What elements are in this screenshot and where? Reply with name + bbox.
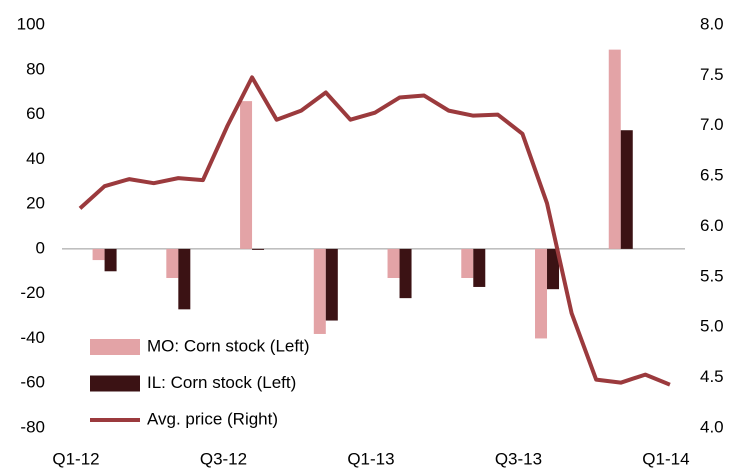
y-tick-label: -40 — [20, 328, 45, 347]
bar — [620, 130, 633, 249]
y-tick-label: -20 — [20, 283, 45, 302]
bar — [325, 248, 338, 321]
y2-tick-label: 7.5 — [700, 65, 724, 84]
bar — [252, 248, 265, 250]
y2-tick-label: 6.5 — [700, 166, 724, 185]
bar — [461, 248, 474, 278]
legend-swatch — [90, 375, 140, 392]
legend-label: MO: Corn stock (Left) — [147, 336, 309, 355]
bar — [313, 248, 326, 334]
bar — [399, 248, 412, 299]
price-line — [78, 75, 671, 387]
x-tick-label: Q1-13 — [347, 449, 394, 468]
y2-tick-label: 4.5 — [700, 367, 724, 386]
y2-tick-label: 5.5 — [700, 266, 724, 285]
y-tick-label: 60 — [26, 104, 45, 123]
y-tick-label: 80 — [26, 59, 45, 78]
bar — [547, 248, 560, 290]
y-tick-label: -80 — [20, 417, 45, 436]
bar — [240, 101, 253, 249]
bar — [535, 248, 548, 339]
legend-label: Avg. price (Right) — [147, 409, 278, 428]
y2-tick-label: 5.0 — [700, 317, 724, 336]
y-tick-label: 100 — [17, 14, 45, 33]
bar — [178, 248, 191, 310]
legend-swatch — [90, 339, 140, 355]
bar — [387, 248, 400, 278]
x-tick-label: Q1-14 — [642, 449, 689, 468]
bar — [166, 248, 179, 278]
x-tick-label: Q1-12 — [52, 449, 99, 468]
y-tick-label: 20 — [26, 194, 45, 213]
x-tick-label: Q3-12 — [200, 449, 247, 468]
bar — [608, 49, 621, 249]
bar — [473, 248, 486, 287]
legend-label: IL: Corn stock (Left) — [147, 373, 296, 392]
y2-tick-label: 6.0 — [700, 216, 724, 235]
y2-tick-label: 7.0 — [700, 115, 724, 134]
bar — [104, 248, 117, 272]
bar — [92, 248, 105, 261]
x-tick-label: Q3-13 — [495, 449, 542, 468]
y2-tick-label: 8.0 — [700, 14, 724, 33]
y-tick-label: 0 — [36, 238, 45, 257]
y-tick-label: -60 — [20, 373, 45, 392]
y2-tick-label: 4.0 — [700, 417, 724, 436]
y-tick-label: 40 — [26, 149, 45, 168]
